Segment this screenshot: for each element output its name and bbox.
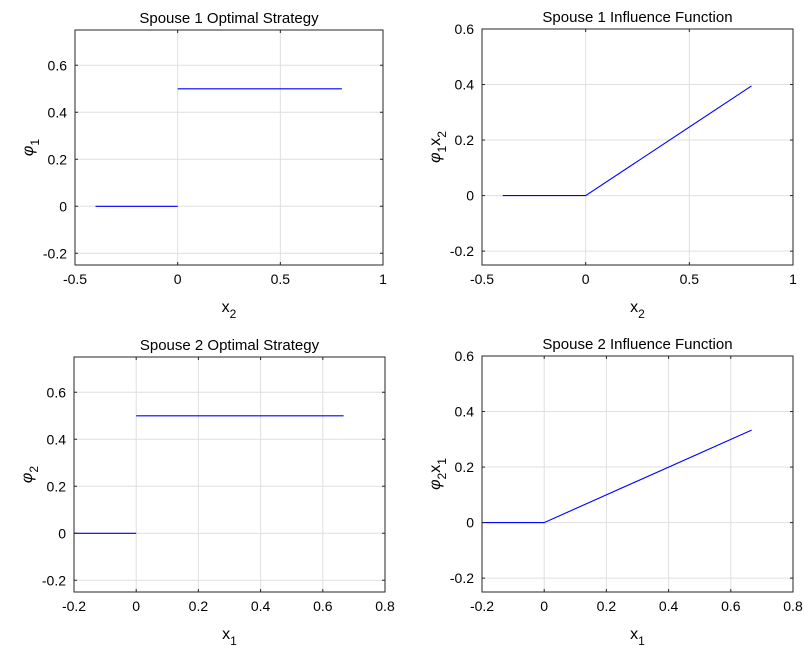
x-axis-label-base: x <box>630 626 638 643</box>
x-tick-label: -0.2 <box>62 598 86 614</box>
plot-area <box>482 356 793 592</box>
y-axis-label: φ1x2 <box>427 131 449 163</box>
axes-frame <box>481 355 794 593</box>
x-axis-label-subscript: 1 <box>230 634 237 648</box>
y-axis-label-subscript: 2 <box>27 466 41 473</box>
y-tick-label: 0.6 <box>455 21 475 37</box>
y-tick-label: 0.2 <box>48 151 68 167</box>
s2-influence-axes: -0.2 0 0.2 0.4 0.6 0.8 -0.2 0 0.2 0.4 0.6 Spouse 2 … <box>427 336 803 648</box>
x-tick-label: 0.6 <box>313 598 333 614</box>
y-tick-label: 0.4 <box>47 431 67 447</box>
y-axis-label: φ2x1 <box>427 458 449 490</box>
x-tick-label: 0.6 <box>721 598 741 614</box>
x-tick-label: 0 <box>132 598 140 614</box>
x-axis-label-subscript: 2 <box>638 307 645 321</box>
x-tick-label: 0.8 <box>375 598 395 614</box>
x-tick-label: 1 <box>789 271 797 287</box>
x-axis-label-base: x <box>222 626 230 643</box>
axes-frame <box>481 28 794 266</box>
x-tick-label: 0.8 <box>783 598 803 614</box>
y-axis-label-x: x <box>427 465 444 473</box>
s1-influence-axes: -0.5 0 0.5 1 -0.2 0 0.2 0.4 0.6 Spouse 1 Influenc… <box>427 9 797 321</box>
x-tick-label: 0.4 <box>251 598 271 614</box>
x-axis-label: x1 <box>630 626 645 648</box>
y-axis-label-phi: φ <box>427 479 444 489</box>
y-axis-label-subscript: 2 <box>435 472 449 479</box>
y-tick-label: 0 <box>58 525 66 541</box>
x-tick-label: 1 <box>379 271 387 287</box>
y-axis-label-x-subscript: 2 <box>435 131 449 138</box>
x-tick-label: -0.5 <box>63 271 87 287</box>
x-tick-label: 0.4 <box>659 598 679 614</box>
y-tick-label: 0.6 <box>47 384 67 400</box>
y-tick-label: -0.2 <box>450 243 474 259</box>
y-tick-label: -0.2 <box>450 570 474 586</box>
x-axis-label-base: x <box>630 299 638 316</box>
y-tick-label: 0 <box>59 198 67 214</box>
x-axis-label: x2 <box>222 299 237 321</box>
y-tick-label: 0.4 <box>48 104 68 120</box>
x-tick-label: 0.2 <box>189 598 209 614</box>
y-tick-label: 0.2 <box>455 459 475 475</box>
y-tick-label: 0 <box>466 188 474 204</box>
chart-title: Spouse 2 Optimal Strategy <box>140 337 320 354</box>
plot-area <box>75 30 383 265</box>
x-tick-label: 0.5 <box>680 271 700 287</box>
x-tick-label: 0 <box>540 598 548 614</box>
axes-frame <box>74 29 384 266</box>
y-axis-label-x-subscript: 1 <box>435 458 449 465</box>
y-axis-label: φ1 <box>20 139 42 156</box>
x-tick-label: 0.5 <box>271 271 291 287</box>
x-axis-label: x2 <box>630 299 645 321</box>
y-tick-label: -0.2 <box>43 245 67 261</box>
chart-title: Spouse 1 Optimal Strategy <box>139 10 319 27</box>
y-axis-label: φ2 <box>19 466 41 483</box>
x-tick-label: -0.5 <box>470 271 494 287</box>
s2-strategy-axes: -0.2 0 0.2 0.4 0.6 0.8 -0.2 0 0.2 0.4 0.6 Spouse 2 … <box>19 337 395 648</box>
y-tick-label: -0.2 <box>42 572 66 588</box>
y-tick-label: 0.6 <box>48 57 68 73</box>
y-tick-label: 0 <box>466 515 474 531</box>
chart-title: Spouse 1 Influence Function <box>542 9 732 26</box>
s1-strategy-axes: -0.5 0 0.5 1 -0.2 0 0.2 0.4 0.6 Spouse 1 Optimal … <box>20 10 387 321</box>
chart-title: Spouse 2 Influence Function <box>542 336 732 353</box>
y-axis-label-x: x <box>427 138 444 146</box>
y-tick-label: 0.6 <box>455 348 475 364</box>
axes-frame <box>73 356 386 593</box>
x-tick-label: 0 <box>174 271 182 287</box>
y-axis-label-subscript: 1 <box>435 145 449 152</box>
series-line-segment <box>502 85 752 197</box>
series-line-segment <box>482 429 752 524</box>
y-tick-label: 0.2 <box>47 478 67 494</box>
y-axis-label-subscript: 1 <box>28 139 42 146</box>
y-tick-label: 0.4 <box>455 404 475 420</box>
x-axis-label-subscript: 2 <box>230 307 237 321</box>
y-tick-label: 0.2 <box>455 132 475 148</box>
x-axis-label-base: x <box>222 299 230 316</box>
y-axis-label-phi: φ <box>19 473 36 483</box>
x-tick-label: -0.2 <box>470 598 494 614</box>
x-axis-label-subscript: 1 <box>638 634 645 648</box>
y-tick-label: 0.4 <box>455 77 475 93</box>
y-axis-label-phi: φ <box>20 146 37 156</box>
x-tick-label: 0 <box>582 271 590 287</box>
y-axis-label-phi: φ <box>427 152 444 162</box>
plot-area <box>482 29 793 265</box>
plot-area <box>74 357 385 592</box>
x-axis-label: x1 <box>222 626 237 648</box>
x-tick-label: 0.2 <box>597 598 617 614</box>
